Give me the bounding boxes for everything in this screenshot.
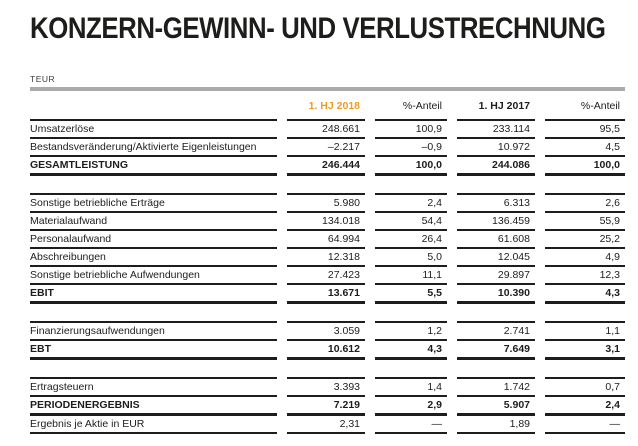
cell-value: 2,4	[375, 193, 447, 211]
row-label: EBIT	[30, 283, 277, 304]
row-label: EBT	[30, 339, 277, 360]
table-row: Sonstige betriebliche Aufwendungen 27.423…	[30, 265, 625, 283]
cell-value: 12.318	[287, 247, 365, 265]
cell-value: 7.219	[287, 395, 365, 416]
unit-label: TEUR	[30, 74, 56, 84]
table-row: Abschreibungen 12.318 5,0 12.045 4,9	[30, 247, 625, 265]
cell-value: 134.018	[287, 211, 365, 229]
row-label: Bestandsveränderung/Aktivierte Eigenleis…	[30, 137, 277, 155]
cell-value: 6.313	[457, 193, 535, 211]
cell-value: 61.608	[457, 229, 535, 247]
cell-value: 29.897	[457, 265, 535, 283]
cell-value: 95,5	[545, 119, 625, 137]
cell-value: 5.980	[287, 193, 365, 211]
cell-value: 2,31	[287, 416, 365, 434]
cell-value: 12.045	[457, 247, 535, 265]
table-row: GESAMTLEISTUNG 246.444 100,0 244.086 100,0	[30, 155, 625, 176]
row-label: Materialaufwand	[30, 211, 277, 229]
table-row: Ergebnis je Aktie in EUR 2,31 — 1,89 —	[30, 416, 625, 434]
cell-value: 1,89	[457, 416, 535, 434]
row-label: PERIODENERGEBNIS	[30, 395, 277, 416]
table-row: Umsatzerlöse 248.661 100,9 233.114 95,5	[30, 119, 625, 137]
cell-value: 4,3	[375, 339, 447, 360]
cell-value: 3,1	[545, 339, 625, 360]
row-label: Umsatzerlöse	[30, 119, 277, 137]
table-row: Finanzierungsaufwendungen 3.059 1,2 2.741 1,…	[30, 321, 625, 339]
table-row: Sonstige betriebliche Erträge 5.980 2,4 6.3…	[30, 193, 625, 211]
cell-value: 1.742	[457, 377, 535, 395]
cell-value: 64.994	[287, 229, 365, 247]
cell-value: 1,1	[545, 321, 625, 339]
column-header: %-Anteil	[580, 100, 620, 112]
table-section: Sonstige betriebliche Erträge 5.980 2,4 6.3…	[30, 193, 625, 304]
page-title: KONZERN-GEWINN- UND VERLUSTRECHNUNG	[30, 12, 606, 45]
cell-value: 136.459	[457, 211, 535, 229]
row-label: Ergebnis je Aktie in EUR	[30, 416, 277, 434]
cell-value: 27.423	[287, 265, 365, 283]
cell-value: 25,2	[545, 229, 625, 247]
row-label: Finanzierungsaufwendungen	[30, 321, 277, 339]
cell-value: –2.217	[287, 137, 365, 155]
cell-value: 12,3	[545, 265, 625, 283]
cell-value: 244.086	[457, 155, 535, 176]
cell-value: 11,1	[375, 265, 447, 283]
cell-value: 2,6	[545, 193, 625, 211]
table-row: EBT 10.612 4,3 7.649 3,1	[30, 339, 625, 360]
cell-value: 4,5	[545, 137, 625, 155]
cell-value: 5,0	[375, 247, 447, 265]
cell-value: 26,4	[375, 229, 447, 247]
column-header: 1. HJ 2017	[478, 100, 530, 112]
table-section: Finanzierungsaufwendungen 3.059 1,2 2.741 1,…	[30, 321, 625, 360]
header-rule	[30, 87, 625, 91]
cell-value: 248.661	[287, 119, 365, 137]
table-row: Bestandsveränderung/Aktivierte Eigenleis…	[30, 137, 625, 155]
cell-value: —	[375, 416, 447, 434]
table-row: PERIODENERGEBNIS 7.219 2,9 5.907 2,4	[30, 395, 625, 416]
cell-value: 55,9	[545, 211, 625, 229]
header-spacer	[30, 91, 277, 119]
cell-value: 100,0	[545, 155, 625, 176]
row-label: Sonstige betriebliche Aufwendungen	[30, 265, 277, 283]
cell-value: 1,2	[375, 321, 447, 339]
cell-value: 7.649	[457, 339, 535, 360]
cell-value: 2,4	[545, 395, 625, 416]
cell-value: 246.444	[287, 155, 365, 176]
income-statement-table: Umsatzerlöse 248.661 100,9 233.114 95,5 Besta…	[30, 119, 625, 434]
cell-value: 13.671	[287, 283, 365, 304]
report-page: KONZERN-GEWINN- UND VERLUSTRECHNUNG TEUR…	[30, 12, 625, 434]
cell-value: 100,9	[375, 119, 447, 137]
row-label: GESAMTLEISTUNG	[30, 155, 277, 176]
cell-value: 54,4	[375, 211, 447, 229]
table-row: EBIT 13.671 5,5 10.390 4,3	[30, 283, 625, 304]
cell-value: 5,5	[375, 283, 447, 304]
row-label: Abschreibungen	[30, 247, 277, 265]
cell-value: 10.972	[457, 137, 535, 155]
cell-value: 0,7	[545, 377, 625, 395]
table-header-row: 1. HJ 2018 %-Anteil 1. HJ 2017 %-Anteil	[30, 91, 625, 119]
cell-value: 5.907	[457, 395, 535, 416]
table-row: Materialaufwand 134.018 54,4 136.459 55,9	[30, 211, 625, 229]
cell-value: 2.741	[457, 321, 535, 339]
row-label: Ertragsteuern	[30, 377, 277, 395]
cell-value: 100,0	[375, 155, 447, 176]
row-label: Personalaufwand	[30, 229, 277, 247]
cell-value: 3.059	[287, 321, 365, 339]
cell-value: 2,9	[375, 395, 447, 416]
cell-value: 3.393	[287, 377, 365, 395]
row-label: Sonstige betriebliche Erträge	[30, 193, 277, 211]
cell-value: —	[545, 416, 625, 434]
table-section: Umsatzerlöse 248.661 100,9 233.114 95,5 Besta…	[30, 119, 625, 176]
cell-value: 233.114	[457, 119, 535, 137]
table-row: Personalaufwand 64.994 26,4 61.608 25,2	[30, 229, 625, 247]
table-section: Ertragsteuern 3.393 1,4 1.742 0,7 PERIODENERG…	[30, 377, 625, 434]
cell-value: 1,4	[375, 377, 447, 395]
cell-value: 4,3	[545, 283, 625, 304]
cell-value: 10.612	[287, 339, 365, 360]
table-row: Ertragsteuern 3.393 1,4 1.742 0,7	[30, 377, 625, 395]
cell-value: –0,9	[375, 137, 447, 155]
cell-value: 10.390	[457, 283, 535, 304]
column-header: %-Anteil	[402, 100, 442, 112]
column-header: 1. HJ 2018	[308, 100, 360, 112]
cell-value: 4,9	[545, 247, 625, 265]
